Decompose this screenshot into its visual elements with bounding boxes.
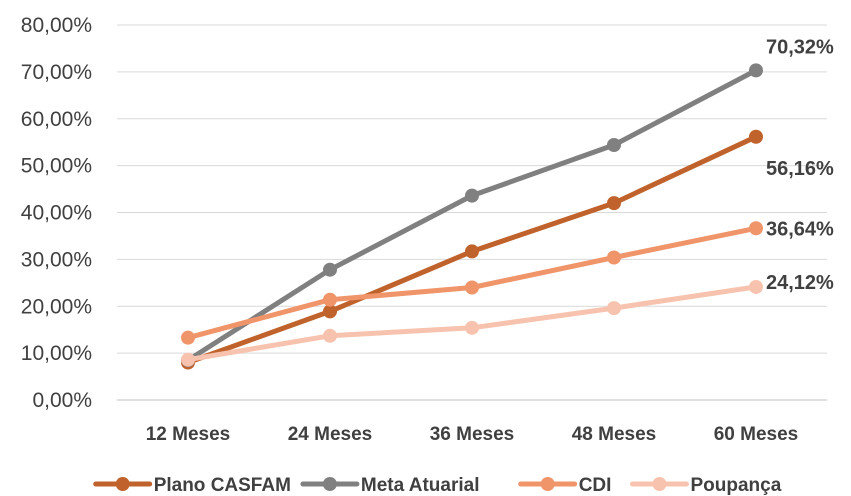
x-tick-label: 48 Meses — [572, 424, 657, 445]
legend-marker — [115, 477, 130, 491]
data-point — [607, 138, 621, 152]
gridlines — [117, 24, 827, 401]
y-tick-label: 30,00% — [21, 248, 92, 271]
y-tick-label: 50,00% — [21, 155, 92, 178]
data-point — [465, 280, 479, 295]
data-label: 70,32% — [766, 36, 834, 58]
legend-label: Meta Atuarial — [361, 475, 480, 496]
x-axis-tick-labels: 12 Meses 24 Meses 36 Meses 48 Meses 60 Meses — [146, 424, 799, 445]
y-tick-label: 40,00% — [21, 202, 92, 225]
data-point — [323, 262, 337, 277]
data-point — [181, 352, 195, 367]
legend-marker — [322, 477, 337, 491]
data-label: 36,64% — [766, 218, 834, 240]
data-point — [181, 330, 195, 345]
x-tick-label: 60 Meses — [714, 424, 799, 445]
data-point — [749, 63, 763, 78]
data-point — [749, 221, 763, 236]
y-axis-tick-labels: 0,00% 10,00% 20,00% 30,00% 40,00% 50,00% 60,00… — [21, 14, 92, 412]
x-tick-label: 24 Meses — [288, 424, 373, 445]
legend-marker — [652, 477, 667, 491]
legend-label: CDI — [579, 475, 612, 496]
data-point — [749, 129, 763, 144]
y-tick-label: 70,00% — [21, 61, 92, 84]
data-point — [323, 292, 337, 307]
data-point — [465, 188, 479, 203]
y-tick-label: 10,00% — [21, 342, 92, 365]
data-point — [607, 196, 621, 211]
legend-label: Plano CASFAM — [154, 475, 291, 496]
x-tick-label: 12 Meses — [146, 424, 231, 445]
legend-marker — [540, 477, 555, 491]
data-label: 24,12% — [766, 272, 834, 294]
x-tick-label: 36 Meses — [430, 424, 515, 445]
data-point — [323, 304, 337, 319]
data-label: 56,16% — [766, 158, 834, 180]
data-point — [607, 301, 621, 316]
y-tick-label: 0,00% — [32, 389, 92, 412]
data-labels: 56,16% 70,32% 36,64% 24,12% — [766, 36, 834, 294]
data-point — [607, 250, 621, 265]
series-lines — [181, 63, 763, 370]
data-point — [465, 320, 479, 335]
legend-label: Poupança — [691, 475, 782, 496]
legend: Plano CASFAM Meta Atuarial CDI Poupança — [93, 475, 782, 496]
y-tick-label: 60,00% — [21, 108, 92, 131]
data-point — [323, 328, 337, 343]
y-tick-label: 80,00% — [21, 14, 92, 37]
data-point — [749, 279, 763, 294]
data-point — [465, 244, 479, 259]
y-tick-label: 20,00% — [21, 295, 92, 318]
